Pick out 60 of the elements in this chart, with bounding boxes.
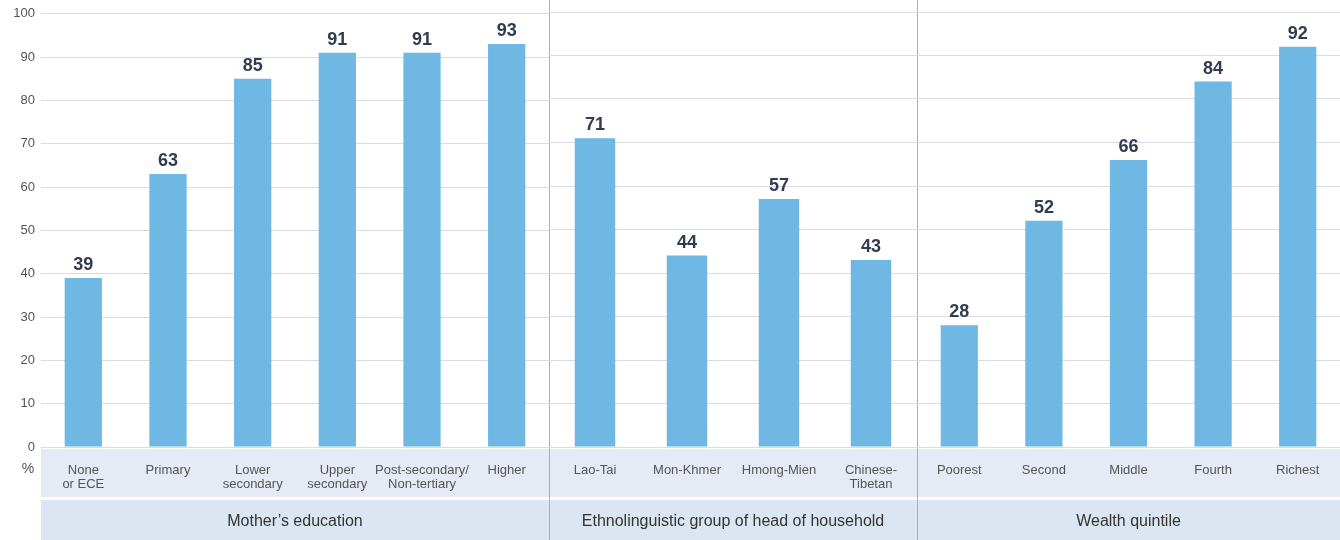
data-label: 43 [860, 235, 882, 256]
bar [1109, 159, 1148, 447]
y-tick-label: 40 [20, 265, 35, 281]
data-label: 91 [327, 28, 348, 49]
x-tick-label: Second [1021, 461, 1066, 477]
bar [1279, 46, 1317, 447]
data-label: 57 [768, 175, 790, 196]
x-tick-label: Fourth [1194, 461, 1232, 477]
data-label: 91 [411, 28, 433, 49]
x-tick-label: Primary [145, 461, 191, 477]
bar [758, 199, 800, 447]
x-tick-label: Lower secondary [222, 461, 284, 492]
y-tick-label: 80 [20, 92, 35, 108]
y-tick-label: 50 [20, 221, 35, 237]
bar [1194, 81, 1232, 447]
x-axis-title: Ethnolinguistic group of head of household [581, 511, 885, 529]
data-label: 93 [496, 20, 517, 41]
bar [1025, 220, 1063, 447]
x-axis-title: Mother’s education [227, 511, 363, 529]
data-label: 84 [1203, 57, 1224, 78]
y-tick-label: 100 [13, 5, 35, 21]
bar [149, 174, 187, 447]
x-tick-label: Richest [1276, 461, 1320, 477]
bar [940, 325, 978, 447]
bar [666, 255, 708, 447]
data-label: 52 [1033, 196, 1054, 217]
x-tick-label: Higher [487, 461, 527, 477]
y-tick-label: 70 [20, 135, 35, 151]
y-tick-label: 20 [20, 351, 35, 367]
data-label: 85 [242, 54, 263, 75]
data-label: 39 [73, 254, 94, 275]
x-tick-label: Lao-Tai [573, 461, 617, 477]
bar [850, 259, 892, 447]
bar [234, 78, 272, 447]
y-tick-label: 10 [20, 395, 35, 411]
y-axis-title: % [21, 459, 35, 476]
x-tick-label: Post-secondary/ Non-tertiary [375, 461, 470, 492]
x-tick-label: Hmong-Mien [741, 461, 817, 477]
data-label: 28 [949, 301, 970, 322]
y-tick-label: 30 [20, 308, 35, 324]
y-tick-label: 0 [27, 438, 35, 454]
x-tick-label: None or ECE [62, 461, 105, 492]
x-tick-label: Chinese- Tibetan [844, 461, 898, 492]
y-tick-label: 90 [20, 48, 35, 64]
bar [488, 44, 526, 447]
y-tick-label: 60 [20, 178, 35, 194]
bar [403, 52, 441, 447]
x-tick-label: Mon-Khmer [653, 461, 722, 477]
bar [64, 278, 102, 447]
bar [318, 52, 356, 447]
x-tick-label: Poorest [936, 461, 983, 477]
data-label: 63 [157, 150, 179, 171]
data-label: 71 [584, 114, 606, 135]
x-tick-label: Middle [1109, 461, 1148, 477]
bar [574, 138, 616, 447]
data-label: 92 [1287, 22, 1308, 43]
x-axis-title: Wealth quintile [1076, 511, 1181, 529]
data-label: 44 [676, 231, 698, 252]
x-tick-label: Upper secondary [307, 461, 368, 492]
data-label: 66 [1118, 135, 1139, 156]
